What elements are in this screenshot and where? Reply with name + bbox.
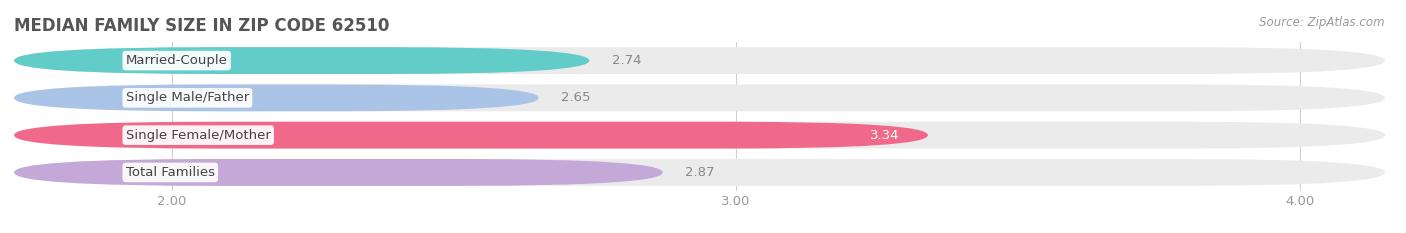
Text: Married-Couple: Married-Couple — [125, 54, 228, 67]
FancyBboxPatch shape — [14, 122, 1385, 149]
Text: MEDIAN FAMILY SIZE IN ZIP CODE 62510: MEDIAN FAMILY SIZE IN ZIP CODE 62510 — [14, 17, 389, 35]
Text: Total Families: Total Families — [125, 166, 215, 179]
Text: 2.65: 2.65 — [561, 91, 591, 104]
FancyBboxPatch shape — [14, 159, 662, 186]
Text: Single Female/Mother: Single Female/Mother — [125, 129, 270, 142]
FancyBboxPatch shape — [14, 84, 1385, 111]
FancyBboxPatch shape — [14, 122, 928, 149]
FancyBboxPatch shape — [14, 159, 1385, 186]
Text: 2.74: 2.74 — [612, 54, 641, 67]
Text: 3.34: 3.34 — [870, 129, 900, 142]
FancyBboxPatch shape — [14, 47, 1385, 74]
Text: 2.87: 2.87 — [685, 166, 714, 179]
FancyBboxPatch shape — [14, 84, 538, 111]
Text: Single Male/Father: Single Male/Father — [125, 91, 249, 104]
FancyBboxPatch shape — [14, 47, 589, 74]
Text: Source: ZipAtlas.com: Source: ZipAtlas.com — [1260, 16, 1385, 29]
